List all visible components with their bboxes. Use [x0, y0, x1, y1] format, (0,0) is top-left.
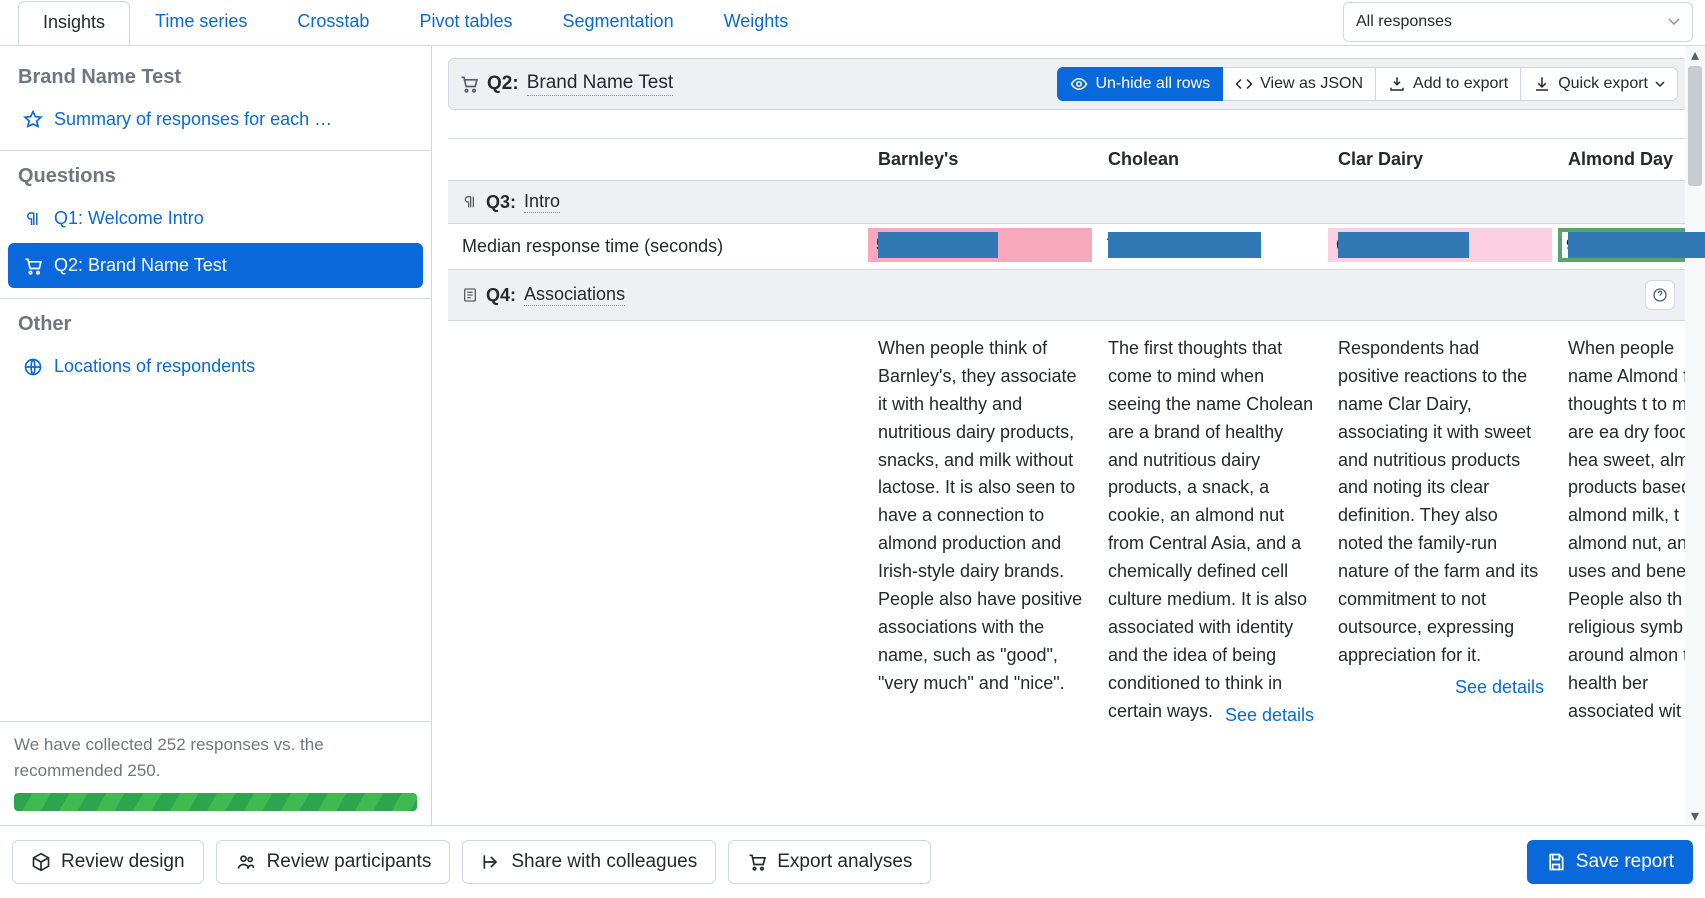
sidebar-item-q2[interactable]: Q2: Brand Name Test — [8, 243, 423, 288]
sidebar-item-label: Summary of responses for each … — [54, 109, 332, 130]
section-id: Q4: — [486, 285, 516, 306]
tab-insights[interactable]: Insights — [18, 1, 130, 45]
button-label: Review participants — [267, 851, 432, 873]
help-button[interactable] — [1645, 280, 1675, 310]
association-cell: When people name Almond first thoughts t… — [1558, 321, 1705, 729]
scroll-down-arrow[interactable]: ▾ — [1688, 807, 1702, 825]
button-label: Share with colleagues — [511, 851, 697, 873]
tab-time-series[interactable]: Time series — [130, 0, 272, 44]
add-to-export-button[interactable]: Add to export — [1376, 67, 1521, 101]
export-add-icon — [1388, 75, 1406, 93]
responses-filter-label: All responses — [1356, 13, 1452, 31]
association-cell: When people think of Barnley's, they ass… — [868, 321, 1098, 729]
column-header: Barnley's — [868, 149, 1098, 170]
footer-actions: Review design Review participants Share … — [0, 825, 1705, 898]
column-header: Clar Dairy — [1328, 149, 1558, 170]
column-header: Cholean — [1098, 149, 1328, 170]
content-pane: Q2: Brand Name Test Un-hide all rows — [432, 46, 1705, 825]
button-label: Un-hide all rows — [1095, 75, 1210, 93]
sidebar-section-questions: Questions — [0, 159, 431, 196]
paragraph-icon — [462, 194, 478, 210]
column-header: Almond Day — [1558, 149, 1705, 170]
cart-icon — [22, 256, 44, 276]
progress-card: We have collected 252 responses vs. the … — [0, 721, 431, 825]
sidebar-item-q1[interactable]: Q1: Welcome Intro — [0, 196, 431, 241]
tab-segmentation[interactable]: Segmentation — [538, 0, 699, 44]
section-header-q3: Q3: Intro — [448, 180, 1689, 224]
question-name: Brand Name Test — [527, 72, 673, 96]
cart-icon — [459, 74, 479, 94]
sidebar-item-locations[interactable]: Locations of respondents — [0, 344, 431, 389]
sidebar-section-other: Other — [0, 307, 431, 344]
metric-bar: 7.0 — [1098, 228, 1322, 262]
share-button[interactable]: Share with colleagues — [462, 840, 716, 884]
sidebar-item-label: Q1: Welcome Intro — [54, 208, 204, 229]
review-design-button[interactable]: Review design — [12, 840, 204, 884]
association-text: Respondents had positive reactions to th… — [1338, 338, 1538, 665]
users-icon — [235, 852, 257, 872]
sidebar: Brand Name Test Summary of responses for… — [0, 46, 432, 825]
button-label: Review design — [61, 851, 185, 873]
progress-text: We have collected 252 responses vs. the … — [14, 732, 417, 783]
scroll-up-arrow[interactable]: ▴ — [1688, 46, 1702, 64]
chevron-down-icon — [1668, 16, 1680, 28]
export-analyses-button[interactable]: Export analyses — [728, 840, 931, 884]
button-label: Export analyses — [777, 851, 912, 873]
unhide-rows-button[interactable]: Un-hide all rows — [1057, 67, 1223, 101]
save-report-button[interactable]: Save report — [1527, 840, 1693, 884]
metric-label: Median response time (seconds) — [448, 224, 868, 269]
section-header-q4: Q4: Associations — [448, 269, 1689, 321]
cube-icon — [31, 852, 51, 872]
association-text: The first thoughts that come to mind whe… — [1108, 338, 1313, 721]
button-label: Add to export — [1413, 75, 1508, 93]
see-details-link[interactable]: See details — [1225, 702, 1314, 730]
section-name: Associations — [524, 284, 625, 306]
tab-pivot-tables[interactable]: Pivot tables — [394, 0, 537, 44]
sidebar-item-label: Locations of respondents — [54, 356, 255, 377]
download-icon — [1533, 75, 1551, 93]
quick-export-button[interactable]: Quick export — [1521, 67, 1678, 101]
sidebar-item-summary[interactable]: Summary of responses for each … — [0, 97, 431, 142]
divider — [0, 298, 431, 299]
section-name: Intro — [524, 191, 560, 213]
metric-bar: 6.0 — [1328, 228, 1552, 262]
star-icon — [22, 110, 44, 130]
globe-icon — [22, 357, 44, 377]
see-details-link[interactable]: See details — [1455, 674, 1544, 702]
save-icon — [1546, 852, 1566, 872]
button-label: Save report — [1576, 851, 1674, 873]
cart-icon — [747, 852, 767, 872]
review-participants-button[interactable]: Review participants — [216, 840, 451, 884]
progress-bar — [14, 793, 417, 811]
association-cell: The first thoughts that come to mind whe… — [1098, 321, 1328, 729]
column-headers: Barnley's Cholean Clar Dairy Almond Day — [448, 138, 1689, 180]
divider — [0, 150, 431, 151]
metric-row: Median response time (seconds) 5.5 7.0 6… — [448, 224, 1689, 269]
metric-bar: 9.0 — [1558, 228, 1705, 262]
scroll-thumb[interactable] — [1688, 66, 1702, 186]
tab-weights[interactable]: Weights — [699, 0, 814, 44]
scrollbar[interactable]: ▴ ▾ — [1685, 46, 1705, 825]
sidebar-section-brand: Brand Name Test — [0, 60, 431, 97]
question-id: Q2: — [487, 73, 519, 95]
document-icon — [462, 287, 478, 303]
section-id: Q3: — [486, 192, 516, 213]
analysis-tabs: Insights Time series Crosstab Pivot tabl… — [18, 0, 813, 44]
view-json-button[interactable]: View as JSON — [1223, 67, 1376, 101]
sidebar-item-label: Q2: Brand Name Test — [54, 255, 227, 276]
eye-icon — [1070, 75, 1088, 93]
button-label: Quick export — [1558, 75, 1648, 93]
paragraph-icon — [22, 210, 44, 228]
question-header-bar: Q2: Brand Name Test Un-hide all rows — [448, 58, 1689, 110]
metric-bar: 5.5 — [868, 228, 1092, 262]
association-cell: Respondents had positive reactions to th… — [1328, 321, 1558, 729]
button-label: View as JSON — [1260, 75, 1363, 93]
caret-down-icon — [1655, 79, 1665, 89]
share-icon — [481, 852, 501, 872]
responses-filter-dropdown[interactable]: All responses — [1343, 2, 1693, 42]
code-icon — [1235, 75, 1253, 93]
associations-row: When people think of Barnley's, they ass… — [448, 321, 1689, 729]
association-text: When people think of Barnley's, they ass… — [878, 338, 1082, 693]
tab-crosstab[interactable]: Crosstab — [272, 0, 394, 44]
